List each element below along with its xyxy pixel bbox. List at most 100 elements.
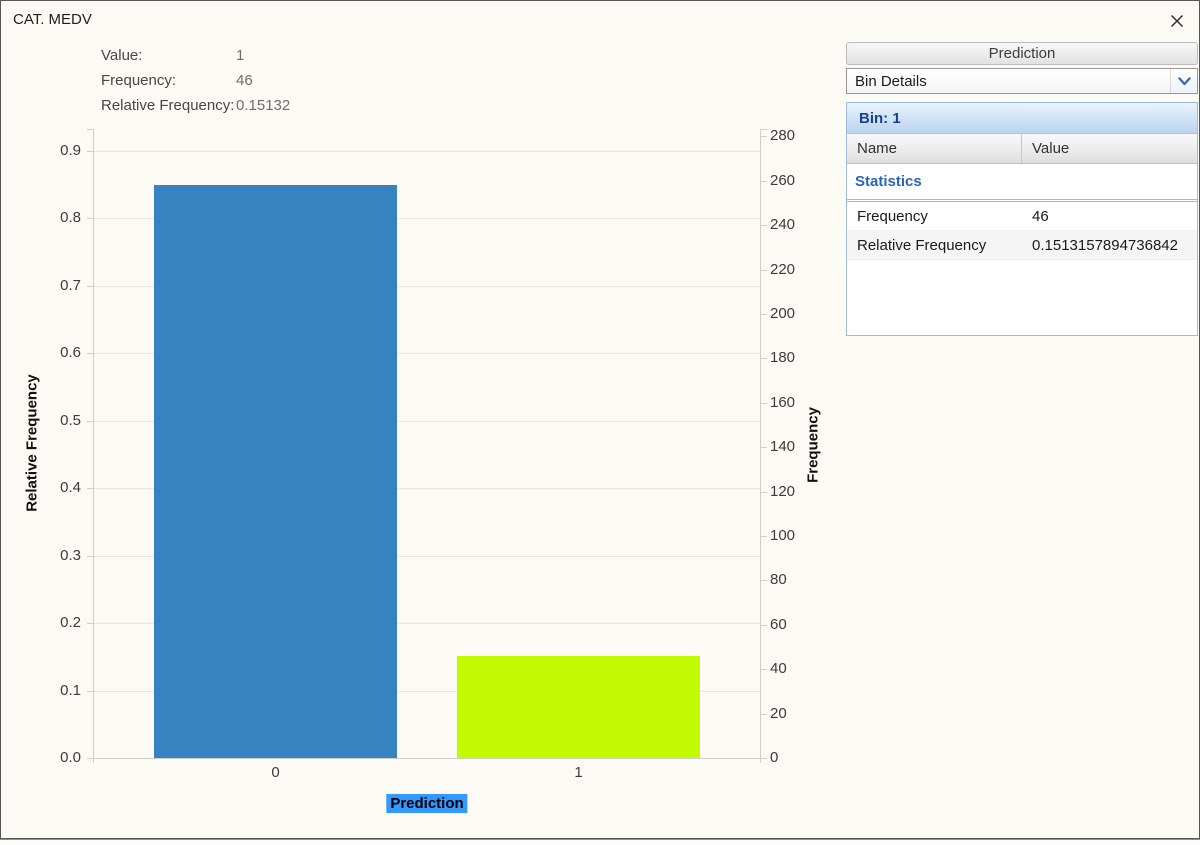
row-name: Relative Frequency <box>857 236 987 254</box>
gridline <box>94 623 760 624</box>
y-right-tick-label: 20 <box>770 704 787 722</box>
bar-bin-0[interactable] <box>154 185 397 758</box>
background-window-edge <box>0 839 1200 845</box>
x-axis-title-selected[interactable]: Prediction <box>386 794 468 813</box>
axis-cap <box>87 129 94 130</box>
y-right-tick-label: 140 <box>770 438 796 456</box>
bin-details-panel: Bin: 1 Name Value Statistics Frequency 4… <box>846 102 1198 336</box>
tooltip-value: 46 <box>236 72 253 89</box>
y-left-tick <box>87 690 94 692</box>
y-axis-line-right <box>760 129 761 763</box>
row-value: 46 <box>1032 207 1049 225</box>
y-right-tick <box>760 313 767 315</box>
tooltip-row: Value: 1 <box>1 47 421 67</box>
tooltip-label: Frequency: <box>101 72 177 89</box>
statistics-section-header: Statistics <box>847 164 1197 202</box>
y-right-tick <box>760 713 767 715</box>
y-right-tick <box>760 402 767 404</box>
y-right-tick <box>760 669 767 671</box>
table-row: Relative Frequency 0.1513157894736842 <box>847 231 1197 260</box>
y-left-tick-label: 0.5 <box>60 411 81 429</box>
bin-details-dropdown-value: Bin Details <box>855 72 927 90</box>
x-tick-label: 1 <box>574 764 583 781</box>
bin-details-dropdown[interactable]: Bin Details <box>846 68 1198 94</box>
gridline <box>94 420 760 422</box>
y-right-tick <box>760 225 767 227</box>
window-title: CAT. MEDV <box>13 11 92 28</box>
y-left-tick-label: 0.3 <box>60 546 81 564</box>
row-value: 0.1513157894736842 <box>1032 236 1178 254</box>
y-right-tick-label: 40 <box>770 660 787 678</box>
y-right-tick <box>760 491 767 493</box>
y-right-tick-label: 220 <box>770 260 796 278</box>
y-right-tick <box>760 358 767 360</box>
table-row: Frequency 46 <box>847 202 1197 231</box>
y-left-tick <box>87 420 94 422</box>
y-left-tick <box>87 623 94 624</box>
y-right-tick-label: 80 <box>770 571 787 589</box>
y-right-tick <box>760 536 767 537</box>
y-right-tick-label: 160 <box>770 393 796 411</box>
y-left-tick <box>87 488 94 489</box>
y-left-tick-label: 0.9 <box>60 141 81 159</box>
chevron-down-icon <box>1170 69 1197 93</box>
y-right-tick <box>760 269 767 271</box>
y-axis-title-right: Frequency <box>804 407 822 483</box>
axis-cap <box>760 129 767 130</box>
y-left-tick-label: 0.7 <box>60 276 81 294</box>
y-left-tick-label: 0.4 <box>60 479 81 496</box>
y-left-tick-label: 0.6 <box>60 344 81 361</box>
prediction-button-label: Prediction <box>988 45 1056 62</box>
gridline <box>94 555 760 557</box>
y-left-tick <box>87 353 94 354</box>
y-right-tick-label: 180 <box>770 349 796 367</box>
close-button[interactable] <box>1165 9 1189 33</box>
y-right-tick-label: 280 <box>770 127 796 145</box>
y-left-tick <box>87 150 94 152</box>
y-left-tick <box>87 758 94 759</box>
tooltip-value: 0.15132 <box>236 97 291 114</box>
tooltip-value: 1 <box>236 47 245 64</box>
y-left-tick-label: 0.1 <box>60 681 81 699</box>
y-right-tick-label: 60 <box>770 615 787 633</box>
bin-panel-header: Bin: 1 <box>847 103 1197 134</box>
row-name: Frequency <box>857 207 928 225</box>
y-axis-title-left: Relative Frequency <box>23 374 41 512</box>
y-left-tick-label: 0.8 <box>60 209 81 226</box>
y-right-tick <box>760 758 767 759</box>
y-axis-line-left <box>93 129 94 763</box>
y-right-tick-label: 200 <box>770 304 796 322</box>
gridline <box>94 690 760 692</box>
column-header-value: Value <box>1032 140 1070 157</box>
y-left-tick-label: 0.2 <box>60 614 81 631</box>
x-tick-label: 0 <box>271 764 280 781</box>
gridline <box>94 150 760 152</box>
tooltip-label: Relative Frequency: <box>101 97 235 114</box>
bin-table-column-header: Name Value <box>847 134 1197 164</box>
y-right-tick <box>760 580 767 582</box>
x-axis-line <box>88 758 765 759</box>
y-right-tick <box>760 624 767 626</box>
y-right-tick-label: 240 <box>770 216 796 234</box>
y-right-tick <box>760 180 767 182</box>
tooltip-label: Value: <box>101 47 143 64</box>
column-header-name: Name <box>847 134 1022 163</box>
close-icon <box>1169 13 1185 29</box>
y-left-tick <box>87 218 94 219</box>
gridline <box>94 285 760 287</box>
y-left-tick <box>87 555 94 557</box>
tooltip-row: Frequency: 46 <box>1 72 421 92</box>
y-right-tick <box>760 447 767 449</box>
y-left-tick <box>87 285 94 287</box>
y-right-tick-label: 120 <box>770 482 796 500</box>
bar-bin-1[interactable] <box>457 655 700 758</box>
gridline <box>94 218 760 219</box>
prediction-column-button[interactable]: Prediction <box>846 42 1198 65</box>
y-right-tick-label: 0 <box>770 749 779 766</box>
y-right-tick-label: 260 <box>770 171 796 189</box>
gridline <box>94 488 760 489</box>
gridline <box>94 353 760 354</box>
y-left-tick-label: 0.0 <box>60 749 81 766</box>
